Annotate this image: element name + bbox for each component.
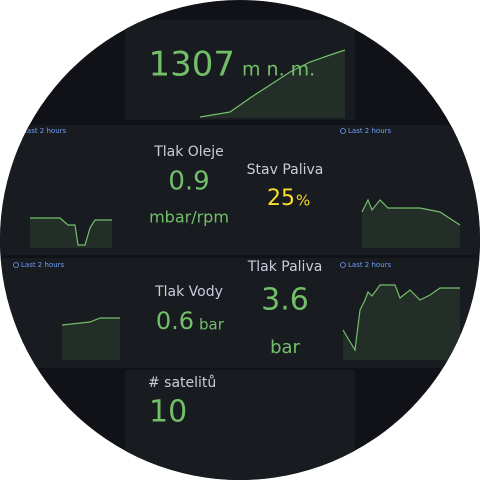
panel-value: 0.9 — [168, 167, 209, 197]
panel-title: # satelitů — [148, 375, 216, 391]
time-range: Last 2 hours — [340, 127, 392, 135]
sparkline-area — [30, 218, 112, 248]
panel-unit: bar — [199, 316, 225, 334]
panel-title: Stav Paliva — [247, 162, 324, 178]
sparkline-area — [343, 285, 460, 360]
altitude-unit: m n. m. — [242, 59, 315, 81]
panel-value: 3.6 — [261, 283, 309, 318]
panel — [0, 125, 480, 255]
sparkline-area — [62, 318, 120, 360]
panel-title: Tlak Oleje — [153, 144, 224, 160]
panel-value: 0.6 — [156, 307, 194, 335]
panel — [125, 20, 355, 120]
time-range: Last 2 hours — [15, 127, 67, 135]
panel-value: 10 — [149, 395, 187, 430]
sparkline-area — [362, 200, 460, 248]
panel — [125, 370, 355, 480]
sparkline — [199, 49, 346, 118]
time-range-label: Last 2 hours — [23, 127, 67, 135]
panel-unit: mbar/rpm — [149, 208, 229, 227]
panel-title: Tlak Vody — [154, 284, 223, 300]
sparkline — [61, 317, 120, 326]
time-range-label: Last 2 hours — [348, 127, 392, 135]
panel — [0, 258, 480, 368]
panel-unit: % — [296, 192, 310, 210]
sparkline — [30, 217, 112, 246]
panel-value: 25 — [267, 186, 295, 211]
sparkline — [342, 284, 460, 352]
time-range-label: Last 2 hours — [21, 261, 65, 269]
panel-unit: bar — [270, 337, 300, 358]
time-range-label: Last 2 hours — [348, 261, 392, 269]
panel-title: Tlak Paliva — [247, 259, 323, 275]
time-range: Last 2 hours — [13, 261, 65, 269]
time-range: Last 2 hours — [340, 261, 392, 269]
sparkline — [361, 198, 461, 226]
altitude-value: 1307 — [148, 45, 235, 85]
